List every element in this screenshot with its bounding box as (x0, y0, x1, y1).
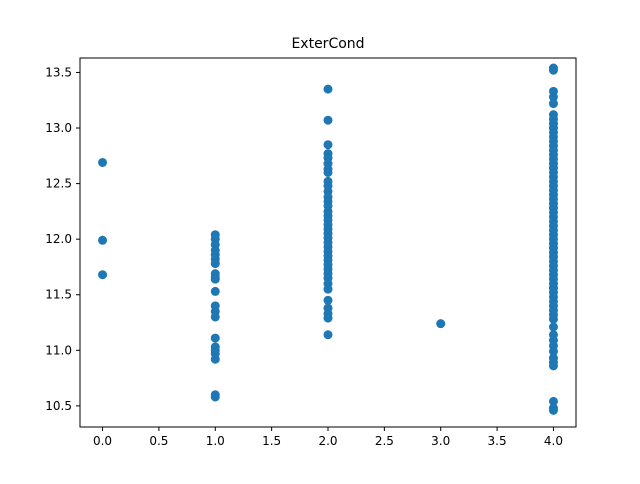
data-point (323, 284, 333, 294)
y-tick-label: 12.0 (45, 232, 72, 246)
data-point (323, 84, 333, 94)
data-point (548, 361, 558, 371)
data-point (548, 314, 558, 324)
y-tick-label: 13.5 (45, 65, 72, 79)
data-point (210, 312, 220, 322)
data-point (548, 396, 558, 406)
y-axis: 10.5 11.0 11.5 12.0 12.5 13.0 13.5 (45, 65, 80, 413)
data-point (323, 140, 333, 150)
x-tick-label: 2.5 (375, 434, 394, 448)
data-point (548, 405, 558, 415)
y-tick-label: 11.5 (45, 288, 72, 302)
data-point (548, 92, 558, 102)
x-tick-label: 3.5 (488, 434, 507, 448)
data-point (548, 346, 558, 356)
data-point (323, 330, 333, 340)
chart-title: ExterCond (291, 36, 364, 52)
y-tick-label: 11.0 (45, 343, 72, 357)
x-tick-label: 0.0 (93, 434, 112, 448)
data-point (548, 322, 558, 332)
x-axis: 0.0 0.5 1.0 1.5 2.0 2.5 3.0 3.5 4.0 (93, 427, 563, 448)
y-tick-label: 10.5 (45, 399, 72, 413)
data-point (98, 270, 108, 280)
x-tick-label: 4.0 (544, 434, 563, 448)
data-point (548, 99, 558, 109)
x-tick-label: 0.5 (149, 434, 168, 448)
x-tick-label: 2.0 (318, 434, 337, 448)
data-point (210, 392, 220, 402)
data-point (323, 295, 333, 305)
data-point (323, 313, 333, 323)
data-point (98, 157, 108, 167)
data-point (323, 167, 333, 177)
x-tick-label: 1.5 (262, 434, 281, 448)
data-point (323, 115, 333, 125)
data-point (210, 259, 220, 269)
data-point (210, 286, 220, 296)
data-point (210, 333, 220, 343)
x-tick-label: 3.0 (431, 434, 450, 448)
data-point (210, 274, 220, 284)
y-tick-label: 12.5 (45, 177, 72, 191)
points-layer (98, 63, 558, 415)
data-point (210, 354, 220, 364)
data-point (98, 235, 108, 245)
data-point (548, 65, 558, 75)
y-tick-label: 13.0 (45, 121, 72, 135)
data-point (436, 319, 446, 329)
x-tick-label: 1.0 (206, 434, 225, 448)
